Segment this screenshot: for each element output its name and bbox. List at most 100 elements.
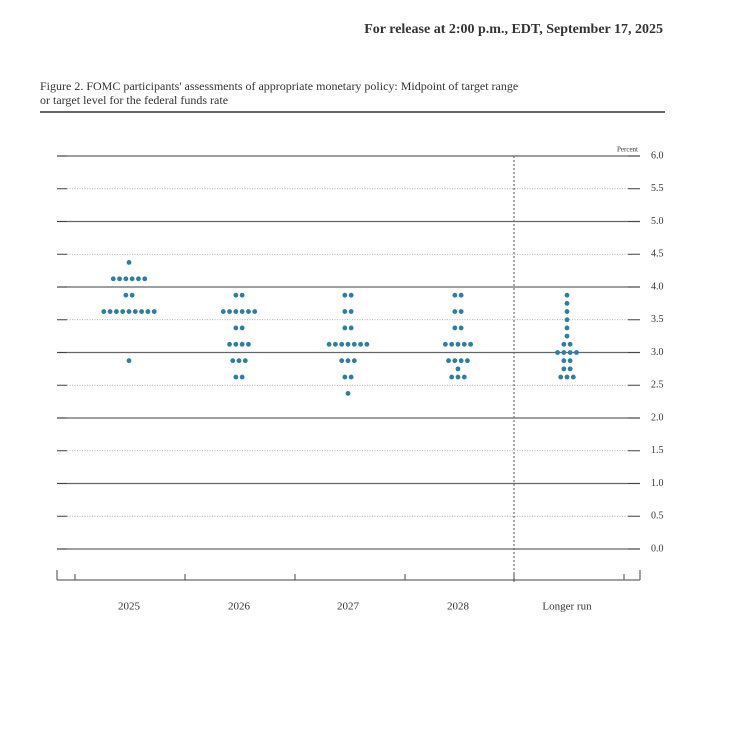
participant-dot: [326, 341, 332, 347]
participant-dot: [574, 350, 579, 355]
y-tick-label: 1.5: [651, 445, 664, 456]
participant-dot: [342, 325, 348, 331]
y-tick-label: 0.0: [651, 543, 664, 554]
participant-dot: [239, 341, 245, 347]
participant-dot: [558, 374, 564, 380]
participant-dot: [345, 391, 351, 396]
participant-dot: [342, 374, 348, 380]
participant-dot: [342, 292, 348, 298]
participant-dot: [342, 309, 348, 314]
participant-dot: [564, 325, 570, 331]
release-header: For release at 2:00 p.m., EDT, September…: [364, 22, 663, 37]
y-tick-label: 3.5: [651, 314, 664, 325]
participant-dot: [239, 292, 245, 298]
participant-dot: [345, 341, 351, 347]
participant-dot: [351, 358, 357, 364]
y-tick-label: 3.0: [651, 347, 664, 358]
y-tick-label: 5.5: [651, 183, 664, 194]
participant-dot: [236, 358, 242, 364]
participant-dot: [570, 374, 576, 380]
participant-dot: [564, 292, 570, 298]
participant-dot: [567, 350, 573, 355]
participant-dot: [449, 341, 455, 347]
participant-dot: [233, 309, 239, 314]
participant-dot: [458, 309, 464, 314]
participant-dot: [452, 325, 458, 331]
participant-dot: [455, 374, 461, 380]
y-tick-label: 2.0: [651, 412, 664, 423]
participant-dot: [239, 374, 245, 380]
participant-dot: [339, 341, 345, 347]
participant-dot: [252, 309, 258, 314]
participant-dot: [443, 341, 448, 347]
y-tick-label: 6.0: [651, 150, 664, 161]
participant-dot: [233, 341, 239, 347]
participant-dot: [110, 276, 116, 282]
participant-dot: [458, 292, 464, 298]
participant-dot: [564, 300, 570, 306]
participant-dot: [455, 366, 461, 372]
participant-dot: [452, 309, 458, 314]
participant-dot: [564, 374, 570, 380]
participant-dot: [567, 341, 573, 347]
x-tick-label: 2026: [228, 601, 251, 613]
participant-dot: [561, 358, 567, 364]
participant-dot: [455, 341, 461, 347]
participant-dot: [129, 292, 135, 298]
participant-dot: [233, 325, 239, 331]
x-tick-label: 2028: [447, 601, 470, 613]
participant-dot: [358, 341, 363, 347]
participant-dot: [348, 374, 354, 380]
y-tick-label: 2.5: [651, 380, 664, 391]
participant-dot: [458, 325, 464, 331]
participant-dot: [107, 309, 113, 314]
participant-dot: [230, 358, 236, 364]
participant-dot: [351, 341, 357, 347]
participant-dot: [126, 358, 132, 364]
participant-dot: [345, 358, 351, 364]
participant-dot: [246, 341, 251, 347]
participant-dot: [468, 341, 473, 347]
participant-dot: [561, 350, 567, 355]
figure-title-line: or target level for the federal funds ra…: [40, 93, 228, 107]
participant-dot: [461, 374, 467, 380]
participant-dot: [561, 341, 567, 347]
participant-dot: [101, 309, 107, 314]
participant-dot: [220, 309, 226, 314]
participant-dot: [126, 260, 132, 265]
participant-dot: [239, 325, 245, 331]
participant-dot: [227, 341, 232, 347]
participant-dot: [233, 292, 239, 298]
participant-dot: [233, 374, 239, 380]
participant-dot: [123, 292, 129, 298]
x-tick-label: 2027: [337, 601, 360, 613]
y-tick-label: 5.0: [651, 216, 664, 227]
participant-dot: [567, 366, 573, 372]
participant-dot: [126, 309, 132, 314]
participant-dot: [561, 366, 567, 372]
participant-dot: [246, 309, 251, 314]
y-tick-label: 4.0: [651, 281, 664, 292]
y-axis-label: Percent: [617, 146, 638, 154]
y-tick-label: 4.5: [651, 249, 664, 260]
participant-dot: [151, 309, 157, 314]
participant-dot: [564, 317, 570, 323]
participant-dot: [461, 341, 467, 347]
participant-dot: [123, 276, 129, 282]
participant-dot: [364, 341, 370, 347]
participant-dot: [458, 358, 464, 364]
participant-dot: [452, 358, 458, 364]
participant-dot: [333, 341, 338, 347]
participant-dot: [348, 325, 354, 331]
participant-dot: [564, 333, 570, 339]
participant-dot: [117, 276, 122, 282]
participant-dot: [449, 374, 455, 380]
participant-dot: [564, 309, 570, 314]
participant-dot: [142, 276, 148, 282]
x-tick-label: 2025: [118, 601, 141, 613]
y-tick-label: 1.0: [651, 478, 664, 489]
participant-dot: [567, 358, 573, 364]
participant-dot: [114, 309, 119, 314]
participant-dot: [136, 276, 141, 282]
